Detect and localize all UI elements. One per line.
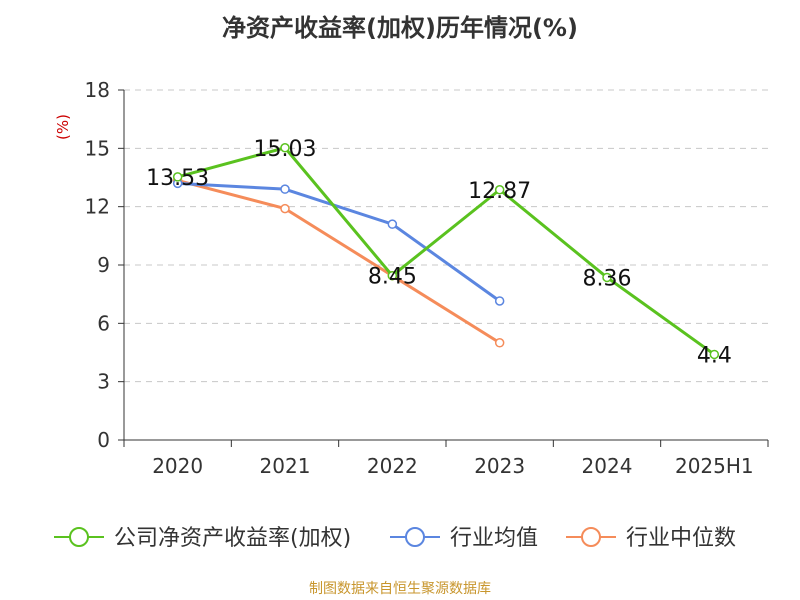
axes: 0 3 6 9 12 15 18 2020 2021 2022 2023 2024 2025H1 (%): [54, 78, 769, 478]
data-point: [280, 143, 290, 153]
legend-item[interactable]: 行业均值: [390, 526, 538, 551]
y-tick-label: 0: [97, 428, 110, 452]
data-point: [602, 272, 612, 283]
data-label: 15.03: [254, 137, 317, 162]
x-tick-label: 2023: [474, 454, 525, 478]
legend-item[interactable]: 行业中位数: [566, 526, 736, 551]
data-point: [494, 296, 505, 306]
series-lines: [172, 143, 720, 360]
legend-swatch-marker: [405, 527, 425, 547]
data-labels: 13.53 15.03 8.45 12.87 8.36 4.4: [146, 137, 732, 369]
data-point: [280, 184, 290, 194]
legend[interactable]: 公司净资产收益率(加权) 行业均值 行业中位数: [54, 526, 736, 551]
data-point: [387, 219, 398, 229]
data-point: [494, 185, 505, 195]
x-tick-label: 2024: [582, 454, 633, 478]
gridlines: [124, 89, 768, 383]
chart-title: 净资产收益率(加权)历年情况(%): [222, 14, 578, 42]
legend-label: 行业均值: [450, 526, 538, 551]
legend-label: 公司净资产收益率(加权): [114, 526, 351, 551]
data-label: 12.87: [468, 179, 531, 204]
y-tick-label: 6: [97, 311, 110, 335]
legend-swatch-marker: [69, 527, 89, 547]
legend-item[interactable]: 公司净资产收益率(加权): [54, 526, 351, 551]
data-label: 4.4: [697, 343, 732, 368]
data-point: [709, 349, 720, 360]
source-note: 制图数据来自恒生聚源数据库: [309, 581, 491, 597]
legend-swatch-marker: [581, 527, 601, 547]
series-line: [177, 146, 716, 356]
data-label: 13.53: [146, 166, 209, 191]
data-point: [494, 338, 505, 348]
y-axis-label: (%): [54, 114, 72, 140]
series-line: [177, 178, 501, 345]
y-tick-label: 18: [85, 78, 110, 102]
data-point: [387, 270, 398, 281]
x-tick-label: 2021: [260, 454, 311, 478]
data-label: 8.36: [583, 266, 632, 291]
x-tick-label: 2020: [152, 454, 203, 478]
y-tick-label: 15: [85, 136, 110, 160]
data-point: [172, 172, 183, 182]
y-tick-label: 3: [97, 370, 110, 394]
series-line: [177, 181, 501, 303]
legend-label: 行业中位数: [626, 526, 736, 551]
x-tick-label: 2022: [367, 454, 418, 478]
data-point: [280, 203, 290, 214]
y-tick-label: 12: [85, 195, 110, 219]
y-tick-label: 9: [97, 253, 110, 277]
x-tick-label: 2025H1: [675, 454, 754, 478]
data-label: 8.45: [368, 265, 417, 290]
